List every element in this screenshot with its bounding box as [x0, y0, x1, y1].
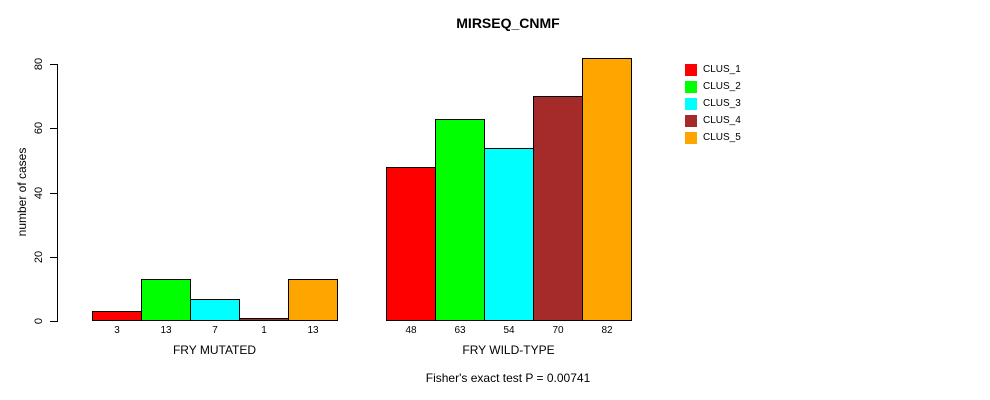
bar-clus_4-wild-type — [533, 96, 583, 321]
y-axis-title: number of cases — [15, 147, 29, 237]
y-axis-tick-label: 20 — [33, 250, 45, 263]
legend: CLUS_1 CLUS_2 CLUS_3 CLUS_4 CLUS_5 — [685, 61, 741, 146]
y-axis-tick — [50, 256, 57, 258]
legend-color-swatch — [685, 131, 697, 144]
x-axis-group-label: FRY MUTATED — [172, 343, 257, 357]
y-axis-tick — [50, 192, 57, 194]
y-axis-tick — [50, 64, 57, 65]
bar-value-label: 13 — [307, 325, 319, 336]
legend-color-swatch — [685, 80, 697, 93]
legend-item-clus_2: CLUS_2 — [685, 78, 741, 95]
x-axis-group-label: FRY WILD-TYPE — [462, 343, 555, 357]
bar-value-label: 70 — [552, 325, 564, 336]
y-axis-tick — [50, 321, 57, 322]
chart-title: MIRSEQ_CNMF — [456, 15, 560, 31]
legend-color-swatch — [685, 63, 697, 76]
legend-label: CLUS_5 — [703, 132, 741, 143]
y-axis-tick-label: 80 — [33, 57, 45, 71]
bar-clus_1-mutated — [92, 311, 142, 321]
legend-item-clus_5: CLUS_5 — [685, 129, 741, 146]
bar-clus_5-wild-type — [582, 57, 632, 321]
bar-value-label: 13 — [160, 325, 172, 336]
y-axis-tick-label: 0 — [33, 317, 45, 325]
y-axis-tick-label: 40 — [33, 186, 45, 199]
bar-clus_3-mutated — [190, 298, 240, 321]
legend-color-swatch — [685, 114, 697, 127]
bar-value-label: 54 — [503, 325, 515, 336]
bar-value-label: 1 — [261, 325, 267, 336]
bar-value-label: 82 — [601, 325, 613, 336]
legend-item-clus_3: CLUS_3 — [685, 95, 741, 112]
bar-clus_4-mutated — [239, 317, 289, 321]
y-axis-tick-label: 60 — [33, 122, 45, 135]
bar-value-label: 3 — [114, 325, 120, 336]
legend-label: CLUS_1 — [703, 64, 741, 75]
bar-value-label: 63 — [454, 325, 466, 336]
bar-clus_1-wild-type — [386, 166, 436, 321]
bar-value-label: 7 — [212, 325, 218, 336]
statistical-test-annotation: Fisher's exact test P = 0.00741 — [425, 371, 591, 385]
bar-clus_2-mutated — [141, 279, 191, 321]
bar-clus_5-mutated — [288, 279, 338, 321]
legend-label: CLUS_4 — [703, 115, 741, 126]
legend-item-clus_4: CLUS_4 — [685, 112, 741, 129]
legend-item-clus_1: CLUS_1 — [685, 61, 741, 78]
bar-clus_2-wild-type — [435, 118, 485, 321]
legend-label: CLUS_3 — [703, 98, 741, 109]
bar-value-label: 48 — [405, 325, 417, 336]
legend-label: CLUS_2 — [703, 81, 741, 92]
y-axis-line — [57, 64, 58, 322]
legend-color-swatch — [685, 97, 697, 110]
bar-clus_3-wild-type — [484, 147, 534, 321]
y-axis-tick — [50, 128, 57, 130]
